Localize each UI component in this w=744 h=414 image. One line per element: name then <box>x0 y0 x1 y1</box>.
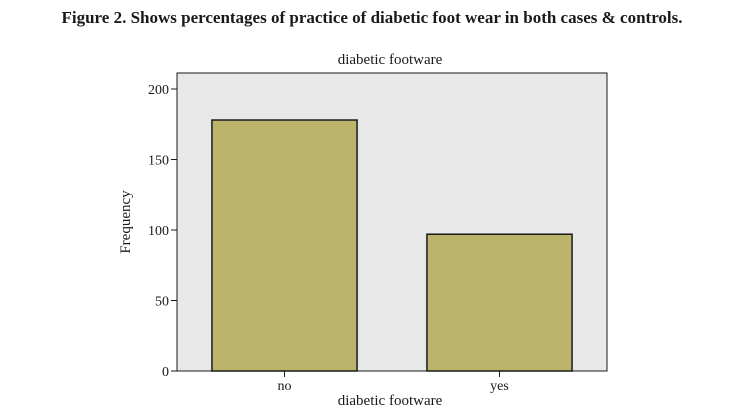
y-tick-label-50: 50 <box>155 295 169 310</box>
bar-yes <box>426 233 573 372</box>
x-tick-label-yes: yes <box>490 379 509 394</box>
y-tick-label-150: 150 <box>148 154 169 169</box>
x-tick-label-no: no <box>278 379 292 394</box>
y-tick-label-0: 0 <box>162 365 169 380</box>
bar-no <box>211 119 358 372</box>
x-axis: no yes <box>278 371 509 394</box>
x-axis-label: diabetic footware <box>338 393 443 409</box>
y-tick-label-200: 200 <box>148 83 169 98</box>
y-axis-label: Frequency <box>118 190 134 254</box>
chart-title: diabetic footware <box>338 52 443 68</box>
y-tick-label-100: 100 <box>148 224 169 239</box>
y-axis: 0 50 100 150 200 <box>148 83 177 380</box>
figure-caption: Figure 2. Shows percentages of practice … <box>61 8 683 27</box>
